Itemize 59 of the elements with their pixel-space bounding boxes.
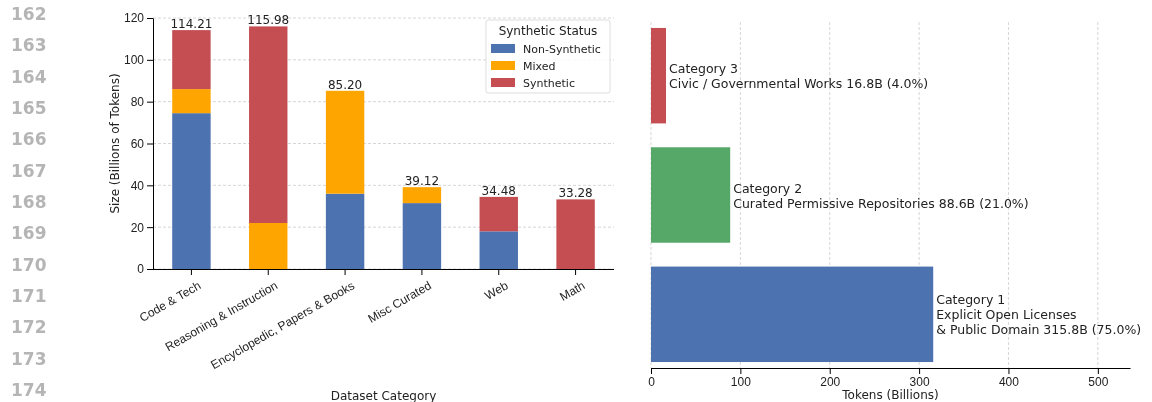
bar <box>249 26 288 223</box>
text: 162 <box>11 4 47 24</box>
bar <box>325 90 365 194</box>
bar <box>651 266 934 363</box>
y-tick-label: 20 <box>130 220 145 235</box>
bar <box>249 222 288 269</box>
bar <box>402 187 442 204</box>
total-label: 114.21 <box>170 17 213 32</box>
bar <box>402 203 442 269</box>
y-tick-label: 0 <box>137 262 145 277</box>
legend-label: Non-Synthetic <box>523 42 601 56</box>
bar <box>172 30 211 90</box>
text: 171 <box>11 286 47 306</box>
text: 169 <box>11 223 47 244</box>
y-tick-label: 60 <box>130 136 145 151</box>
x-axis-title: Dataset Category <box>330 389 437 402</box>
text: 163 <box>11 35 47 56</box>
total-label: 85.20 <box>327 77 363 92</box>
y-tick-label: 120 <box>123 11 145 26</box>
text: 164 <box>11 66 47 87</box>
legend-label: Mixed <box>523 59 556 73</box>
x-axis-title: Tokens (Billions) <box>841 388 939 402</box>
bar <box>172 113 211 269</box>
annotation: Category 3 Civic / Governmental Works 16.8B (4.0%) <box>669 61 929 92</box>
x-tick-label: 100 <box>730 374 752 389</box>
annotation: Category 2 Curated Permissive Repositories 88.6B (21.0%) <box>733 180 1029 211</box>
x-tick-label: 200 <box>820 374 841 389</box>
bar <box>479 196 518 232</box>
y-tick-label: 40 <box>130 178 145 193</box>
bar <box>325 193 365 269</box>
total-label: 34.48 <box>481 183 516 198</box>
x-tick-label: 500 <box>1088 374 1109 389</box>
x-tick-label: 0 <box>648 374 656 389</box>
annotation: Category 1 Explicit Open Licenses & Public Domain 315.8B (75.0%) <box>936 292 1142 338</box>
text: 174 <box>11 380 47 400</box>
text: 173 <box>11 348 47 369</box>
x-tick-label: 300 <box>909 374 930 389</box>
total-label: 33.28 <box>558 186 593 201</box>
y-axis-title: Size (Billions of Tokens) <box>108 73 122 214</box>
legend-title: Synthetic Status <box>498 24 598 38</box>
x-tick-label: Math <box>557 278 588 304</box>
bar <box>172 89 211 114</box>
legend-label: Synthetic <box>523 76 575 90</box>
x-tick-label: 400 <box>998 374 1020 389</box>
text: 167 <box>11 160 47 181</box>
y-tick-label: 100 <box>123 53 145 68</box>
text: 170 <box>11 254 47 275</box>
total-label: 39.12 <box>404 174 440 189</box>
text: 172 <box>11 317 47 338</box>
bar <box>556 199 595 269</box>
bar <box>651 27 667 124</box>
y-tick-label: 80 <box>130 95 145 110</box>
text: 165 <box>11 98 47 118</box>
bar <box>479 231 518 269</box>
text: 166 <box>11 129 47 150</box>
x-tick-label: Web <box>482 278 511 303</box>
total-label: 115.98 <box>247 13 290 28</box>
bar <box>651 147 731 243</box>
text: 168 <box>11 192 47 212</box>
